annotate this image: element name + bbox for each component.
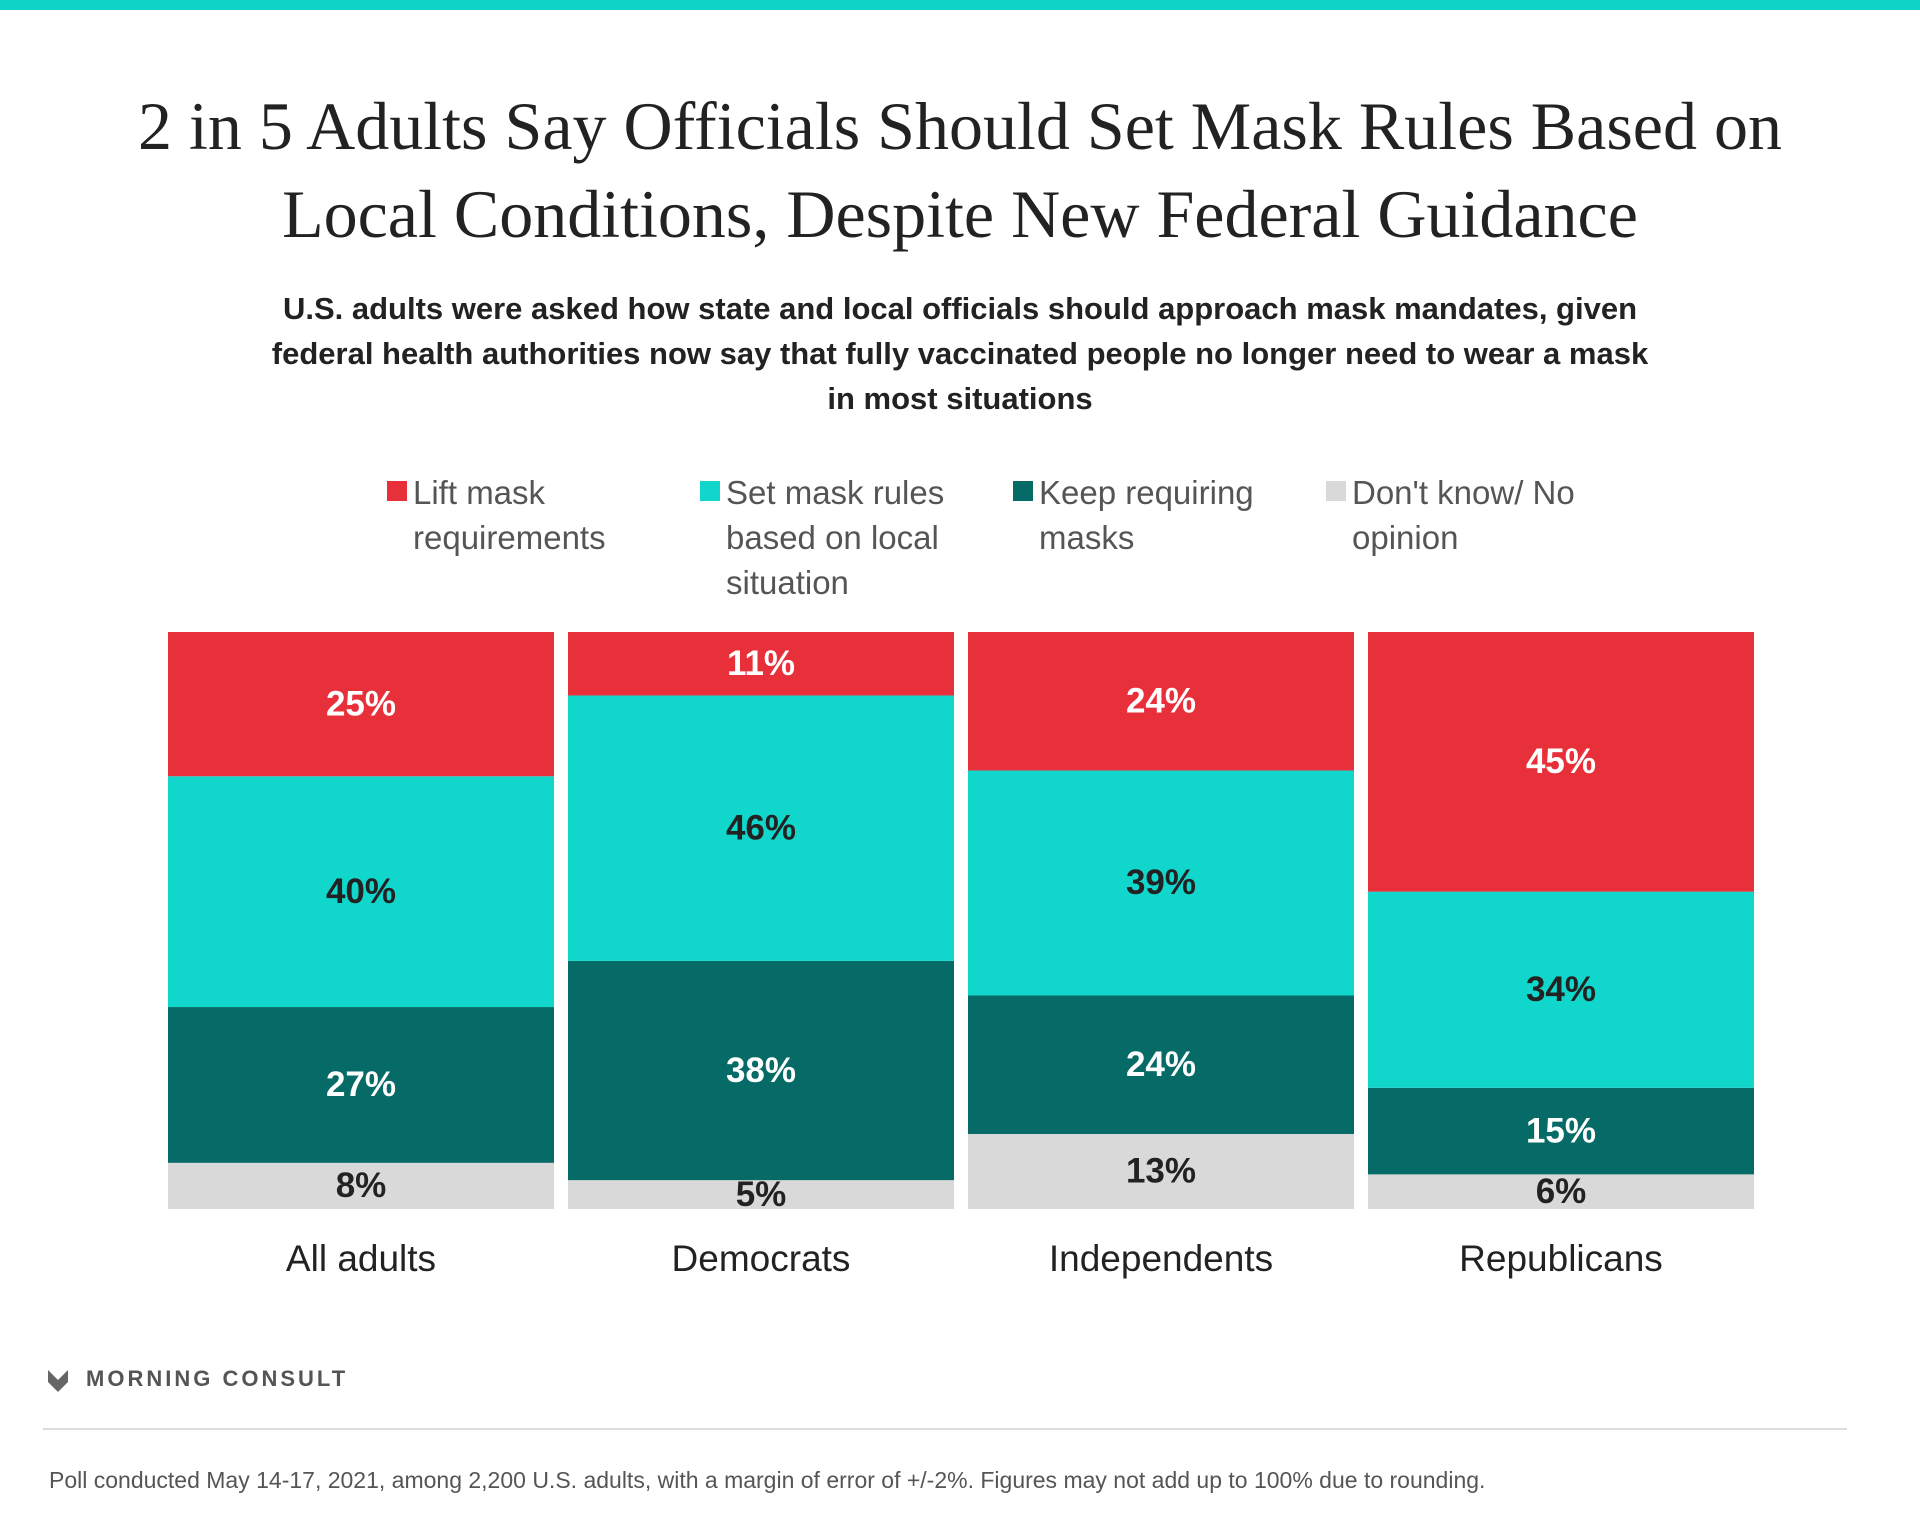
bar-segment <box>1368 1087 1754 1175</box>
bar-segment <box>168 632 554 777</box>
value-label: 11% <box>727 644 795 683</box>
value-label: 24% <box>1126 1045 1196 1084</box>
legend-item: Keep requiring masks <box>1013 470 1284 560</box>
value-label: 38% <box>726 1051 796 1090</box>
value-label: 6% <box>1536 1172 1587 1211</box>
legend-item: Don't know/ No opinion <box>1326 470 1597 560</box>
bar-segment <box>168 1007 554 1163</box>
bar-segment <box>1368 632 1754 892</box>
legend-item: Lift mask requirements <box>387 470 658 560</box>
top-band <box>0 0 1920 10</box>
legend-swatch <box>1013 481 1033 501</box>
bar-segment <box>568 632 954 696</box>
bar-segment <box>168 776 554 1008</box>
value-label: 5% <box>736 1175 787 1214</box>
value-label: 39% <box>1126 863 1196 902</box>
value-label: 40% <box>326 872 396 911</box>
x-tick-label: Republicans <box>1459 1238 1663 1279</box>
x-tick-label: Independents <box>1049 1238 1273 1279</box>
value-label: 34% <box>1526 970 1596 1009</box>
bar-segment <box>568 695 954 961</box>
value-label: 24% <box>1126 681 1196 720</box>
value-label: 13% <box>1126 1152 1196 1191</box>
legend-label: Lift mask requirements <box>413 474 606 556</box>
value-label: 8% <box>336 1166 387 1205</box>
legend-label: Set mask rules based on local situation <box>726 474 945 601</box>
bar-segment <box>168 1162 554 1209</box>
legend-label: Keep requiring masks <box>1039 474 1254 556</box>
bar-segment <box>1368 891 1754 1088</box>
bar-segment <box>968 770 1354 996</box>
bar-segment <box>968 632 1354 771</box>
x-tick-label: All adults <box>286 1238 436 1279</box>
legend-swatch <box>387 481 407 501</box>
legend-item: Set mask rules based on local situation <box>700 470 971 605</box>
value-label: 46% <box>726 808 796 847</box>
legend-label: Don't know/ No opinion <box>1352 474 1575 556</box>
legend-swatch <box>1326 481 1346 501</box>
chart-title: 2 in 5 Adults Say Officials Should Set M… <box>138 88 1782 252</box>
bar-segment <box>968 1133 1354 1209</box>
bar-segment <box>968 995 1354 1134</box>
value-label: 15% <box>1526 1111 1596 1150</box>
x-tick-label: Democrats <box>672 1238 851 1279</box>
value-label: 45% <box>1526 742 1596 781</box>
source-logo: MORNING CONSULT <box>86 1366 348 1391</box>
chart-subtitle: U.S. adults were asked how state and loc… <box>271 291 1649 416</box>
value-label: 25% <box>326 684 396 723</box>
footnote: Poll conducted May 14-17, 2021, among 2,… <box>49 1467 1485 1493</box>
value-label: 27% <box>326 1065 396 1104</box>
bar-segment <box>568 1180 954 1209</box>
bar-segment <box>1368 1174 1754 1209</box>
logo-icon <box>48 1370 68 1392</box>
bar-segment <box>568 960 954 1181</box>
legend-swatch <box>700 481 720 501</box>
